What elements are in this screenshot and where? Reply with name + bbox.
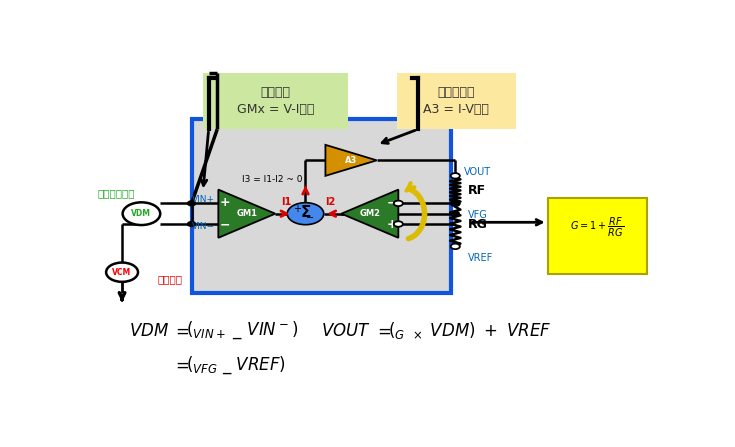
Text: 共模電壓: 共模電壓 — [157, 274, 182, 284]
Text: GM1: GM1 — [237, 209, 257, 218]
Text: RF: RF — [468, 184, 486, 197]
FancyBboxPatch shape — [397, 72, 516, 129]
Text: VREF: VREF — [468, 253, 493, 263]
Circle shape — [451, 201, 459, 206]
Text: I1: I1 — [281, 198, 291, 207]
Circle shape — [123, 202, 160, 225]
Polygon shape — [326, 145, 376, 176]
Text: +: + — [293, 204, 301, 214]
Text: VDM: VDM — [132, 209, 151, 218]
Circle shape — [451, 201, 459, 206]
Text: −: − — [306, 213, 314, 223]
Text: $\mathit{(}_{VFG}\ \mathit{\_\ VREF)}$: $\mathit{(}_{VFG}\ \mathit{\_\ VREF)}$ — [186, 354, 286, 376]
Text: $=$: $=$ — [171, 322, 189, 340]
Text: VOUT: VOUT — [464, 167, 491, 177]
Text: A3 = I-V转换: A3 = I-V转换 — [423, 103, 490, 116]
Text: $\mathit{VDM}$: $\mathit{VDM}$ — [129, 322, 169, 340]
Text: $=$: $=$ — [374, 322, 391, 340]
Text: $\mathit{(}_{VIN+}\ \mathit{\_}\ \mathit{VIN^-)}$: $\mathit{(}_{VIN+}\ \mathit{\_}\ \mathit… — [186, 320, 298, 342]
Circle shape — [451, 173, 460, 179]
Text: VCM: VCM — [112, 268, 132, 277]
Text: I3 = I1-I2 ~ 0: I3 = I1-I2 ~ 0 — [242, 175, 303, 184]
Circle shape — [394, 201, 403, 206]
Text: VFG: VFG — [468, 210, 487, 220]
Text: GM2: GM2 — [359, 209, 380, 218]
Text: −: − — [220, 218, 230, 231]
Text: VIN+: VIN+ — [192, 195, 215, 204]
Text: 跨导级：: 跨导级： — [261, 86, 290, 99]
FancyBboxPatch shape — [548, 198, 648, 274]
Text: $=$: $=$ — [171, 356, 189, 374]
Text: 跨阔抗级：: 跨阔抗级： — [437, 86, 476, 99]
Text: $\mathit{VOUT}$: $\mathit{VOUT}$ — [321, 322, 371, 340]
Circle shape — [106, 262, 138, 282]
Text: I2: I2 — [326, 198, 336, 207]
Text: 差分輸入電壓: 差分輸入電壓 — [98, 188, 135, 198]
Circle shape — [451, 244, 460, 249]
FancyBboxPatch shape — [192, 119, 451, 293]
Text: A3: A3 — [345, 156, 357, 165]
FancyBboxPatch shape — [203, 72, 348, 129]
Polygon shape — [341, 190, 398, 238]
Text: GMx = V-I转换: GMx = V-I转换 — [237, 103, 315, 116]
Text: −: − — [387, 196, 397, 209]
Circle shape — [394, 221, 403, 227]
Text: Σ: Σ — [301, 205, 311, 220]
Text: VIN−: VIN− — [192, 222, 215, 231]
Text: RG: RG — [468, 219, 488, 232]
Circle shape — [451, 201, 460, 206]
Text: +: + — [220, 196, 231, 209]
Circle shape — [187, 201, 196, 206]
Circle shape — [451, 211, 459, 216]
Text: +: + — [386, 218, 397, 231]
Text: $G = 1 + \dfrac{RF}{RG}$: $G = 1 + \dfrac{RF}{RG}$ — [570, 216, 625, 239]
Text: $\mathit{(}_{G}\ _\times\ \mathit{VDM)\ +\ VREF}$: $\mathit{(}_{G}\ _\times\ \mathit{VDM)\ … — [388, 320, 551, 341]
Circle shape — [187, 222, 196, 227]
Circle shape — [287, 202, 323, 225]
Polygon shape — [218, 190, 276, 238]
